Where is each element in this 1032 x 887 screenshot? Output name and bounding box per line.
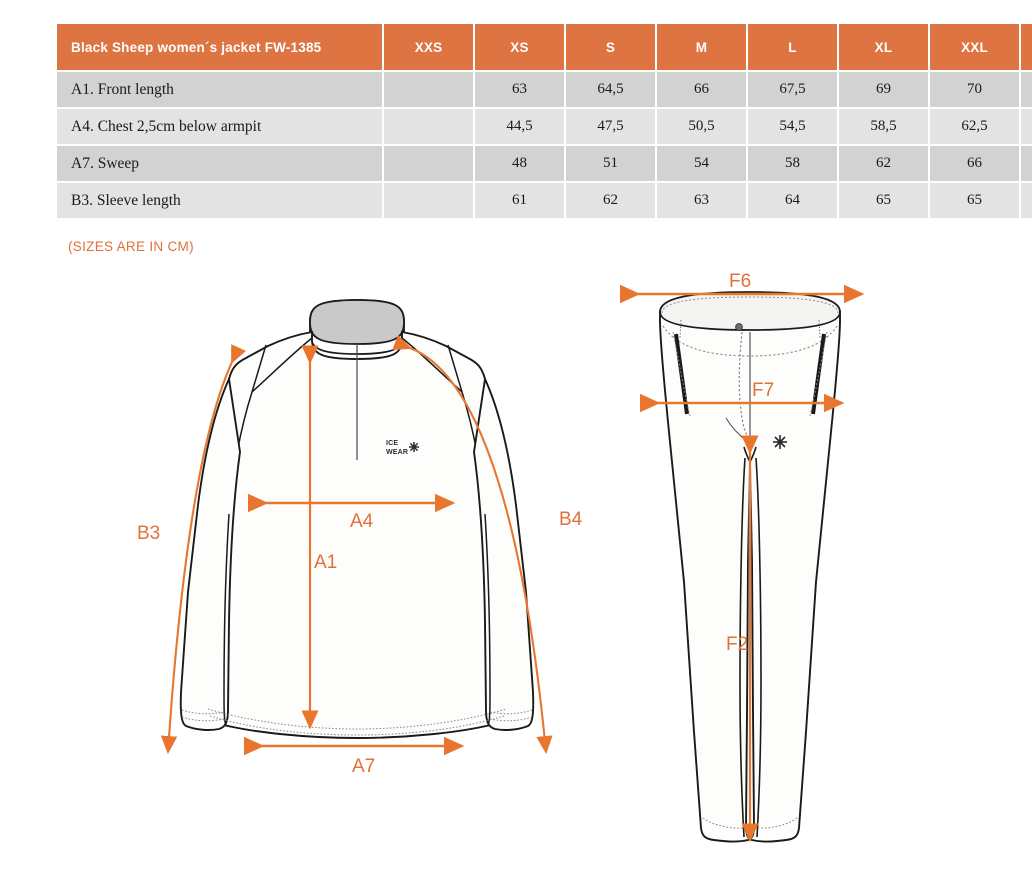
cell-value: 62 xyxy=(566,183,655,218)
measure-label-f6: F6 xyxy=(729,271,751,292)
table-row: A1. Front length 63 64,5 66 67,5 69 70 xyxy=(57,72,1032,107)
table-title-header: Black Sheep women´s jacket FW-1385 xyxy=(57,24,382,70)
cell-value: 65 xyxy=(930,183,1019,218)
table-header-l: L xyxy=(748,24,837,70)
table-header-xxxl: XXXL xyxy=(1021,24,1032,70)
table-row: A4. Chest 2,5cm below armpit 44,5 47,5 5… xyxy=(57,109,1032,144)
pants-waistband xyxy=(659,291,841,331)
measurement-label: A1. Front length xyxy=(57,72,382,107)
measurement-label: A7. Sweep xyxy=(57,146,382,181)
pants-button-icon xyxy=(735,323,743,331)
size-chart-table-container: Black Sheep women´s jacket FW-1385 XXS X… xyxy=(55,22,1032,220)
cell-value: 64 xyxy=(748,183,837,218)
cell-value: 58 xyxy=(748,146,837,181)
measure-label-a1: A1 xyxy=(314,552,337,573)
measure-label-a7: A7 xyxy=(352,756,375,777)
cell-value: 66 xyxy=(657,72,746,107)
cell-value xyxy=(384,183,473,218)
snowflake-icon xyxy=(773,435,787,449)
cell-value: 70 xyxy=(930,72,1019,107)
table-header-xs: XS xyxy=(475,24,564,70)
table-header-row: Black Sheep women´s jacket FW-1385 XXS X… xyxy=(57,24,1032,70)
pants-drawing: F6 F7 F2 xyxy=(619,271,865,843)
cell-value xyxy=(384,72,473,107)
measure-line-b4 xyxy=(392,334,553,755)
cell-value: 67,5 xyxy=(748,72,837,107)
cell-value: 61 xyxy=(475,183,564,218)
measure-line-b3 xyxy=(160,344,247,755)
measurement-label: B3. Sleeve length xyxy=(57,183,382,218)
cell-value: 44,5 xyxy=(475,109,564,144)
cell-value xyxy=(1021,109,1032,144)
table-header-xxl: XXL xyxy=(930,24,1019,70)
measure-label-b4: B4 xyxy=(559,509,583,530)
table-header: Black Sheep women´s jacket FW-1385 XXS X… xyxy=(57,24,1032,70)
cell-value: 63 xyxy=(475,72,564,107)
table-row: A7. Sweep 48 51 54 58 62 66 xyxy=(57,146,1032,181)
table-body: A1. Front length 63 64,5 66 67,5 69 70 A… xyxy=(57,72,1032,218)
units-caption: (SIZES ARE IN CM) xyxy=(68,239,194,254)
brand-line-1: ICE xyxy=(386,440,398,447)
table-header-m: M xyxy=(657,24,746,70)
cell-value: 47,5 xyxy=(566,109,655,144)
cell-value xyxy=(1021,146,1032,181)
measure-label-f2: F2 xyxy=(726,634,748,655)
measure-label-b3: B3 xyxy=(137,523,160,544)
jacket-collar xyxy=(309,299,405,355)
size-chart-table: Black Sheep women´s jacket FW-1385 XXS X… xyxy=(55,22,1032,220)
jacket-drawing: ICE WEAR B3 B4 A4 A1 A7 xyxy=(137,299,583,777)
cell-value xyxy=(1021,183,1032,218)
cell-value xyxy=(384,146,473,181)
cell-value: 48 xyxy=(475,146,564,181)
brand-line-2: WEAR xyxy=(386,449,408,456)
table-row: B3. Sleeve length 61 62 63 64 65 65 xyxy=(57,183,1032,218)
cell-value xyxy=(1021,72,1032,107)
cell-value: 54,5 xyxy=(748,109,837,144)
cell-value: 69 xyxy=(839,72,928,107)
cell-value: 62 xyxy=(839,146,928,181)
cell-value: 50,5 xyxy=(657,109,746,144)
cell-value: 58,5 xyxy=(839,109,928,144)
cell-value: 54 xyxy=(657,146,746,181)
cell-value: 62,5 xyxy=(930,109,1019,144)
cell-value: 63 xyxy=(657,183,746,218)
measurement-label: A4. Chest 2,5cm below armpit xyxy=(57,109,382,144)
measure-label-a4: A4 xyxy=(350,511,374,532)
table-header-xl: XL xyxy=(839,24,928,70)
cell-value xyxy=(384,109,473,144)
table-header-xxs: XXS xyxy=(384,24,473,70)
cell-value: 51 xyxy=(566,146,655,181)
cell-value: 65 xyxy=(839,183,928,218)
cell-value: 64,5 xyxy=(566,72,655,107)
technical-drawings: ICE WEAR B3 B4 A4 A1 A7 xyxy=(0,262,1032,887)
measure-label-f7: F7 xyxy=(752,380,774,401)
cell-value: 66 xyxy=(930,146,1019,181)
snowflake-icon xyxy=(409,442,419,452)
table-header-s: S xyxy=(566,24,655,70)
